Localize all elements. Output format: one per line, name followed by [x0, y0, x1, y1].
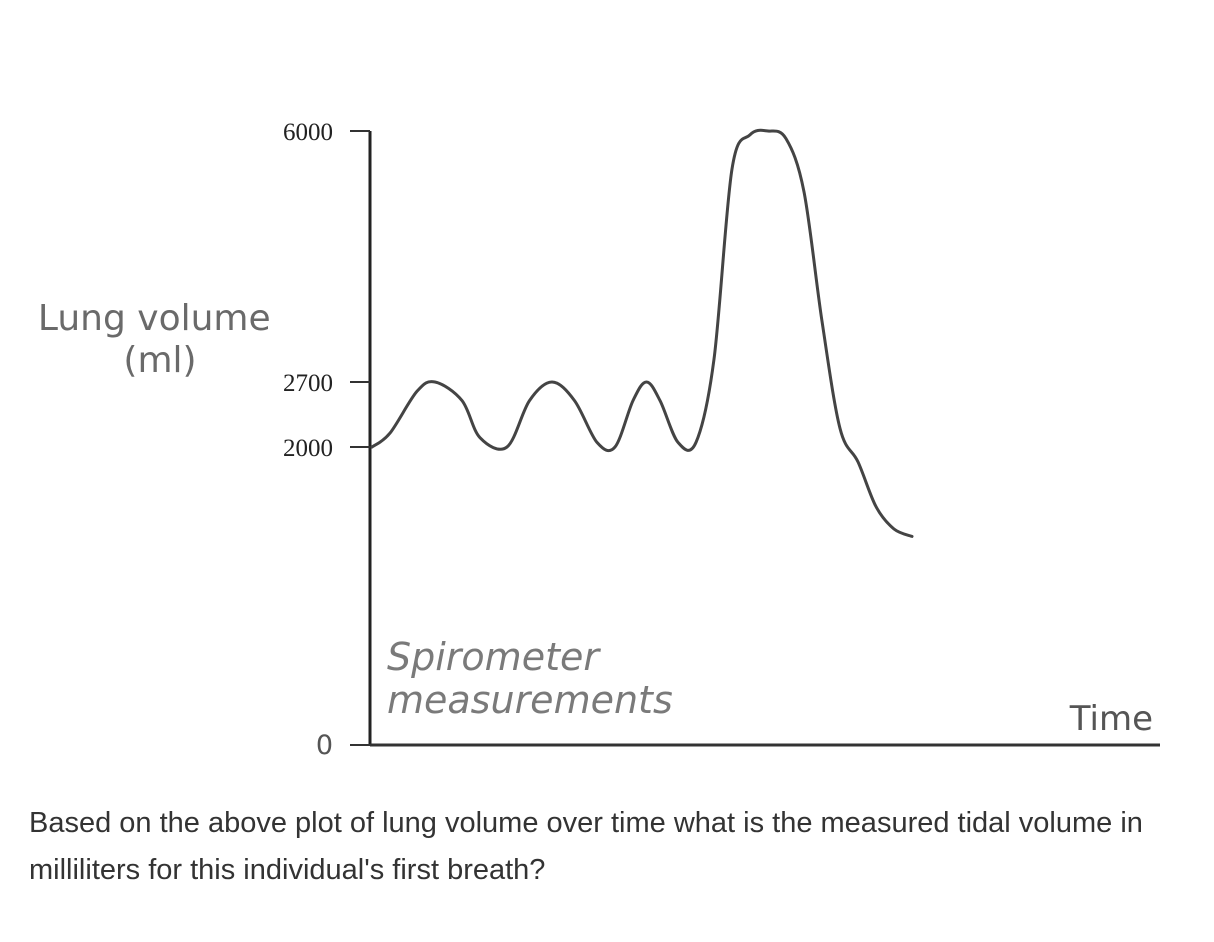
lung-volume-chart: 6000 2700 2000 0 Lung volume (ml) Spiromete…: [38, 119, 1160, 761]
y-tick-label-2700: 2700: [283, 370, 333, 397]
question-text: Based on the above plot of lung volume o…: [29, 807, 1143, 886]
y-tick-label-6000: 6000: [283, 119, 333, 146]
y-tick-label-2000: 2000: [283, 435, 333, 462]
annotation-line-2: measurements: [387, 678, 673, 722]
x-axis-label: Time: [1069, 699, 1153, 739]
y-ticks: [350, 130, 370, 746]
y-axis-label-line-1: Lung volume: [38, 298, 271, 339]
annotation: Spirometer measurements: [387, 635, 673, 722]
y-axis-label-line-2: (ml): [123, 340, 196, 381]
chart-axes: [368, 131, 1160, 747]
y-axis-label: Lung volume (ml): [38, 298, 282, 381]
y-tick-label-0: 0: [316, 730, 333, 761]
annotation-line-1: Spirometer: [387, 635, 601, 679]
lung-volume-line: [370, 128, 914, 538]
y-tick-labels: 6000 2700 2000 0: [283, 119, 333, 761]
